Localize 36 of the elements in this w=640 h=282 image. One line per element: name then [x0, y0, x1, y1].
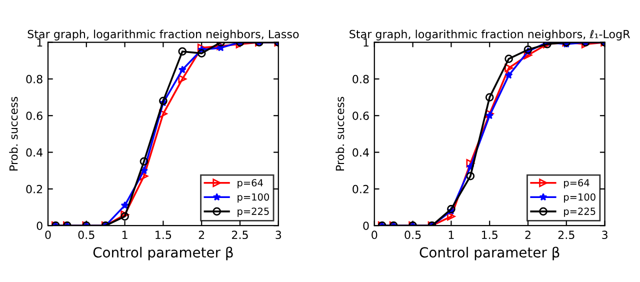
x-tick-label: 3: [276, 230, 282, 240]
x-axis-title: Control parameter β: [93, 246, 233, 260]
x-tick-label: 0: [372, 230, 378, 240]
x-tick-label: 2: [525, 230, 530, 239]
legend-label: p=64: [238, 179, 263, 188]
y-tick-label: 0.8: [26, 74, 42, 84]
y-tick-label: 0.6: [352, 112, 369, 120]
x-tick-label: 1: [448, 230, 454, 239]
legend-label: p=225: [238, 208, 269, 217]
y-tick-label: 1: [364, 38, 369, 47]
y-tick-label: 0.4: [26, 148, 43, 157]
y-tick-label: 1: [37, 38, 42, 47]
x-tick-label: 1: [122, 230, 128, 239]
y-tick-label: 0.2: [352, 184, 368, 194]
x-tick-label: 0.5: [404, 230, 421, 240]
y-tick-label: 0.2: [26, 184, 42, 194]
x-tick-label: 2: [198, 230, 204, 239]
x-tick-label: 2.5: [558, 230, 574, 240]
x-tick-label: 0: [45, 230, 51, 240]
y-tick-label: 0: [36, 222, 42, 230]
y-tick-label: 0.4: [352, 148, 369, 157]
legend-label: p=225: [564, 208, 596, 217]
legend-label: p=100: [238, 193, 270, 203]
x-tick-label: 1.5: [156, 230, 172, 240]
x-tick-label: 1.5: [482, 230, 498, 240]
y-tick-label: 0: [363, 222, 369, 230]
x-tick-label: 2.5: [232, 230, 248, 240]
y-tick-label: 0.8: [352, 74, 369, 84]
legend-label: p=64: [564, 179, 590, 188]
x-tick-label: 0.5: [78, 230, 94, 240]
y-tick-label: 0.6: [26, 112, 42, 120]
legend-label: p=100: [564, 193, 596, 203]
y-axis-title: Prob. success: [336, 96, 344, 170]
x-tick-label: 3: [602, 230, 608, 240]
x-axis-title: Control parameter β: [420, 246, 560, 260]
y-axis-title: Prob. success: [9, 96, 18, 170]
